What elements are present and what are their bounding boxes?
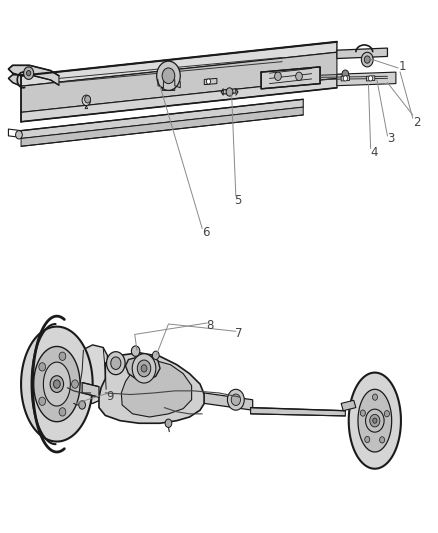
Circle shape bbox=[53, 380, 60, 388]
Text: 5: 5 bbox=[234, 193, 242, 207]
Circle shape bbox=[366, 409, 384, 432]
Circle shape bbox=[296, 72, 302, 80]
Circle shape bbox=[231, 394, 240, 406]
Polygon shape bbox=[162, 85, 175, 91]
Circle shape bbox=[152, 351, 159, 360]
Circle shape bbox=[39, 397, 46, 406]
Polygon shape bbox=[367, 76, 375, 81]
Text: 4: 4 bbox=[370, 146, 378, 159]
Polygon shape bbox=[121, 360, 192, 417]
Circle shape bbox=[59, 408, 66, 416]
Circle shape bbox=[137, 360, 151, 377]
Circle shape bbox=[361, 52, 373, 67]
Circle shape bbox=[342, 70, 349, 78]
Circle shape bbox=[364, 56, 370, 63]
Circle shape bbox=[71, 380, 78, 388]
Polygon shape bbox=[21, 78, 337, 122]
Polygon shape bbox=[8, 66, 59, 86]
Circle shape bbox=[370, 414, 380, 427]
Circle shape bbox=[111, 357, 121, 369]
Circle shape bbox=[360, 410, 365, 416]
Circle shape bbox=[85, 95, 91, 103]
Text: 7: 7 bbox=[236, 327, 243, 340]
Circle shape bbox=[380, 437, 385, 443]
Text: 1: 1 bbox=[399, 60, 406, 73]
Polygon shape bbox=[204, 78, 217, 85]
Polygon shape bbox=[261, 67, 320, 89]
Polygon shape bbox=[43, 362, 71, 406]
Text: 9: 9 bbox=[106, 390, 114, 402]
Circle shape bbox=[79, 401, 85, 409]
Circle shape bbox=[157, 61, 180, 91]
Circle shape bbox=[385, 410, 389, 417]
Circle shape bbox=[227, 389, 244, 410]
Circle shape bbox=[343, 76, 347, 81]
Circle shape bbox=[226, 88, 233, 96]
Circle shape bbox=[373, 418, 377, 423]
Text: 2: 2 bbox=[413, 116, 420, 130]
Circle shape bbox=[365, 437, 370, 442]
Polygon shape bbox=[349, 373, 401, 469]
Polygon shape bbox=[223, 89, 236, 94]
Circle shape bbox=[50, 376, 64, 392]
Polygon shape bbox=[99, 353, 204, 423]
Polygon shape bbox=[21, 107, 303, 147]
Polygon shape bbox=[126, 357, 160, 381]
Polygon shape bbox=[251, 408, 345, 416]
Polygon shape bbox=[21, 52, 337, 112]
Polygon shape bbox=[21, 99, 303, 139]
Circle shape bbox=[106, 352, 125, 375]
Polygon shape bbox=[337, 48, 388, 59]
Circle shape bbox=[39, 362, 46, 371]
Circle shape bbox=[16, 131, 22, 139]
Circle shape bbox=[82, 95, 91, 106]
Polygon shape bbox=[341, 76, 350, 81]
Circle shape bbox=[162, 68, 175, 84]
Circle shape bbox=[372, 394, 378, 400]
Polygon shape bbox=[358, 389, 392, 452]
Circle shape bbox=[206, 79, 211, 84]
Polygon shape bbox=[337, 72, 396, 86]
Circle shape bbox=[131, 346, 140, 357]
Circle shape bbox=[59, 352, 66, 360]
Circle shape bbox=[27, 70, 31, 76]
Polygon shape bbox=[21, 42, 337, 86]
Polygon shape bbox=[34, 346, 80, 422]
Circle shape bbox=[275, 72, 281, 80]
Polygon shape bbox=[341, 400, 356, 411]
Text: 6: 6 bbox=[202, 226, 209, 239]
Polygon shape bbox=[21, 327, 93, 441]
Circle shape bbox=[141, 365, 147, 372]
Circle shape bbox=[24, 67, 34, 79]
Polygon shape bbox=[204, 393, 253, 410]
Polygon shape bbox=[77, 345, 107, 403]
Circle shape bbox=[165, 419, 172, 427]
Polygon shape bbox=[82, 383, 99, 397]
Circle shape bbox=[368, 76, 373, 81]
Text: 8: 8 bbox=[206, 319, 213, 332]
Circle shape bbox=[132, 354, 156, 383]
Text: 3: 3 bbox=[387, 133, 395, 146]
